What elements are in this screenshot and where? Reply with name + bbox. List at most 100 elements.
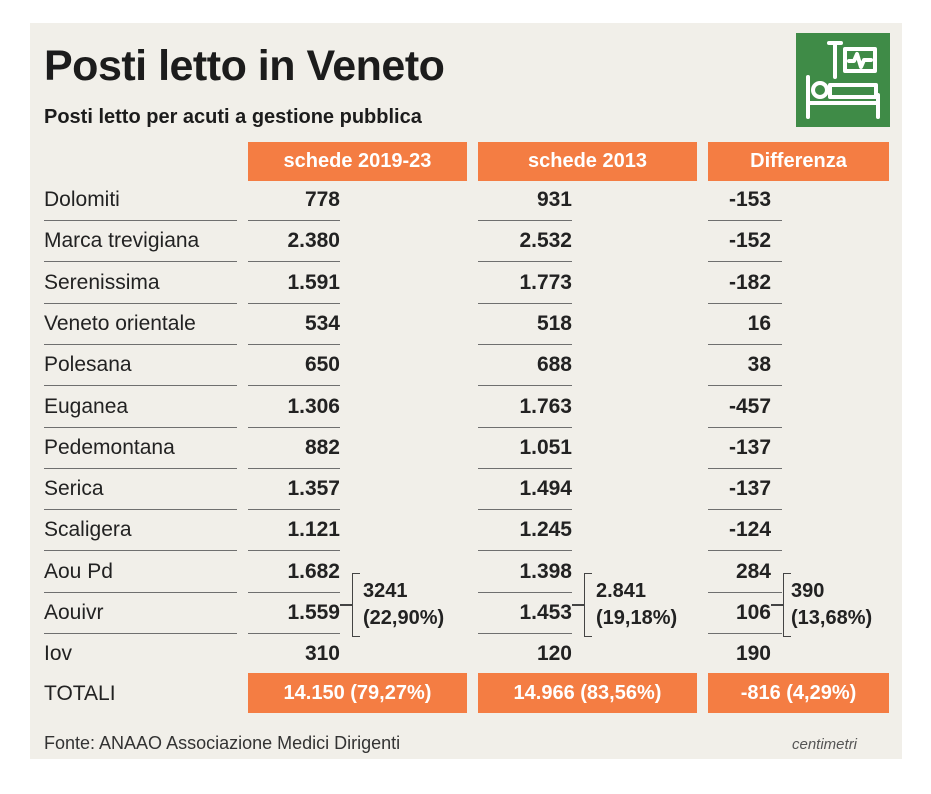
row-divider: [708, 344, 782, 345]
table-cell: -153: [728, 188, 771, 211]
row-divider: [248, 468, 340, 469]
group-total-percent: (19,18%): [596, 607, 678, 629]
group-bracket: [352, 573, 360, 637]
row-divider: [708, 633, 782, 634]
bracket-tick: [771, 604, 783, 606]
row-label: Euganea: [44, 395, 129, 418]
chart-title: Posti letto in Veneto: [44, 42, 445, 90]
row-divider: [478, 220, 572, 221]
table-cell: 534: [304, 312, 340, 335]
table-cell: -152: [728, 229, 771, 252]
row-divider: [44, 303, 237, 304]
row-label: Iov: [44, 642, 73, 665]
table-cell: -137: [728, 477, 771, 500]
table-cell: 778: [304, 188, 340, 211]
bracket-tick: [340, 604, 352, 606]
row-divider: [478, 427, 572, 428]
table-cell: 1.398: [519, 560, 572, 583]
row-divider: [708, 509, 782, 510]
row-divider: [478, 633, 572, 634]
row-divider: [44, 261, 237, 262]
table-cell: 518: [536, 312, 572, 335]
row-divider: [478, 303, 572, 304]
table-cell: 106: [735, 601, 771, 624]
table-cell: -457: [728, 395, 771, 418]
row-label: Marca trevigiana: [44, 229, 200, 252]
table-cell: 931: [536, 188, 572, 211]
row-divider: [478, 385, 572, 386]
row-divider: [248, 261, 340, 262]
row-label: Dolomiti: [44, 188, 120, 211]
group-total-value: 390: [791, 580, 825, 602]
row-divider: [708, 468, 782, 469]
table-cell: 882: [304, 436, 340, 459]
table-cell: 650: [304, 353, 340, 376]
table-cell: 1.121: [287, 518, 340, 541]
row-divider: [44, 550, 237, 551]
table-cell: 1.453: [519, 601, 572, 624]
column-header: schede 2013: [478, 142, 697, 181]
group-total-value: 3241: [363, 580, 408, 602]
table-cell: 38: [747, 353, 771, 376]
group-bracket: [584, 573, 592, 637]
table-cell: 1.682: [287, 560, 340, 583]
row-divider: [708, 550, 782, 551]
row-divider: [248, 427, 340, 428]
row-divider: [248, 344, 340, 345]
row-divider: [708, 261, 782, 262]
column-header: schede 2019-23: [248, 142, 467, 181]
row-divider: [248, 592, 340, 593]
table-cell: 688: [536, 353, 572, 376]
totals-label: TOTALI: [44, 682, 116, 705]
row-divider: [248, 633, 340, 634]
table-cell: -182: [728, 271, 771, 294]
row-label: Polesana: [44, 353, 132, 376]
row-divider: [44, 468, 237, 469]
row-label: Serica: [44, 477, 104, 500]
table-cell: 120: [536, 642, 572, 665]
bracket-tick: [572, 604, 584, 606]
row-divider: [248, 385, 340, 386]
table-cell: 1.559: [287, 601, 340, 624]
table-cell: 1.773: [519, 271, 572, 294]
totals-cell: 14.150 (79,27%): [248, 673, 467, 713]
table-cell: 284: [735, 560, 771, 583]
row-divider: [478, 509, 572, 510]
table-cell: 2.532: [519, 229, 572, 252]
row-divider: [708, 592, 782, 593]
table-cell: 1.357: [287, 477, 340, 500]
table-cell: 1.494: [519, 477, 572, 500]
row-divider: [248, 509, 340, 510]
brand-logo: centimetri: [792, 736, 858, 753]
row-label: Veneto orientale: [44, 312, 196, 335]
row-divider: [44, 344, 237, 345]
table-cell: 2.380: [287, 229, 340, 252]
table-cell: 16: [747, 312, 771, 335]
row-divider: [248, 303, 340, 304]
table-cell: 1.051: [519, 436, 572, 459]
table-cell: 1.591: [287, 271, 340, 294]
row-divider: [248, 550, 340, 551]
table-cell: -124: [728, 518, 771, 541]
row-divider: [708, 303, 782, 304]
row-divider: [478, 344, 572, 345]
row-divider: [478, 592, 572, 593]
group-bracket: [783, 573, 791, 637]
column-header: Differenza: [708, 142, 889, 181]
row-divider: [708, 220, 782, 221]
chart-subtitle: Posti letto per acuti a gestione pubblic…: [44, 106, 422, 128]
group-total-percent: (13,68%): [791, 607, 873, 629]
group-total-percent: (22,90%): [363, 607, 445, 629]
table-cell: -137: [728, 436, 771, 459]
row-divider: [44, 633, 237, 634]
group-total-value: 2.841: [596, 580, 647, 602]
source-note: Fonte: ANAAO Associazione Medici Dirigen…: [44, 733, 401, 753]
row-divider: [44, 509, 237, 510]
row-label: Aouivr: [44, 601, 104, 624]
row-label: Pedemontana: [44, 436, 175, 459]
table-cell: 190: [735, 642, 771, 665]
table-cell: 1.245: [519, 518, 572, 541]
table-cell: 1.306: [287, 395, 340, 418]
totals-cell: 14.966 (83,56%): [478, 673, 697, 713]
row-divider: [44, 220, 237, 221]
